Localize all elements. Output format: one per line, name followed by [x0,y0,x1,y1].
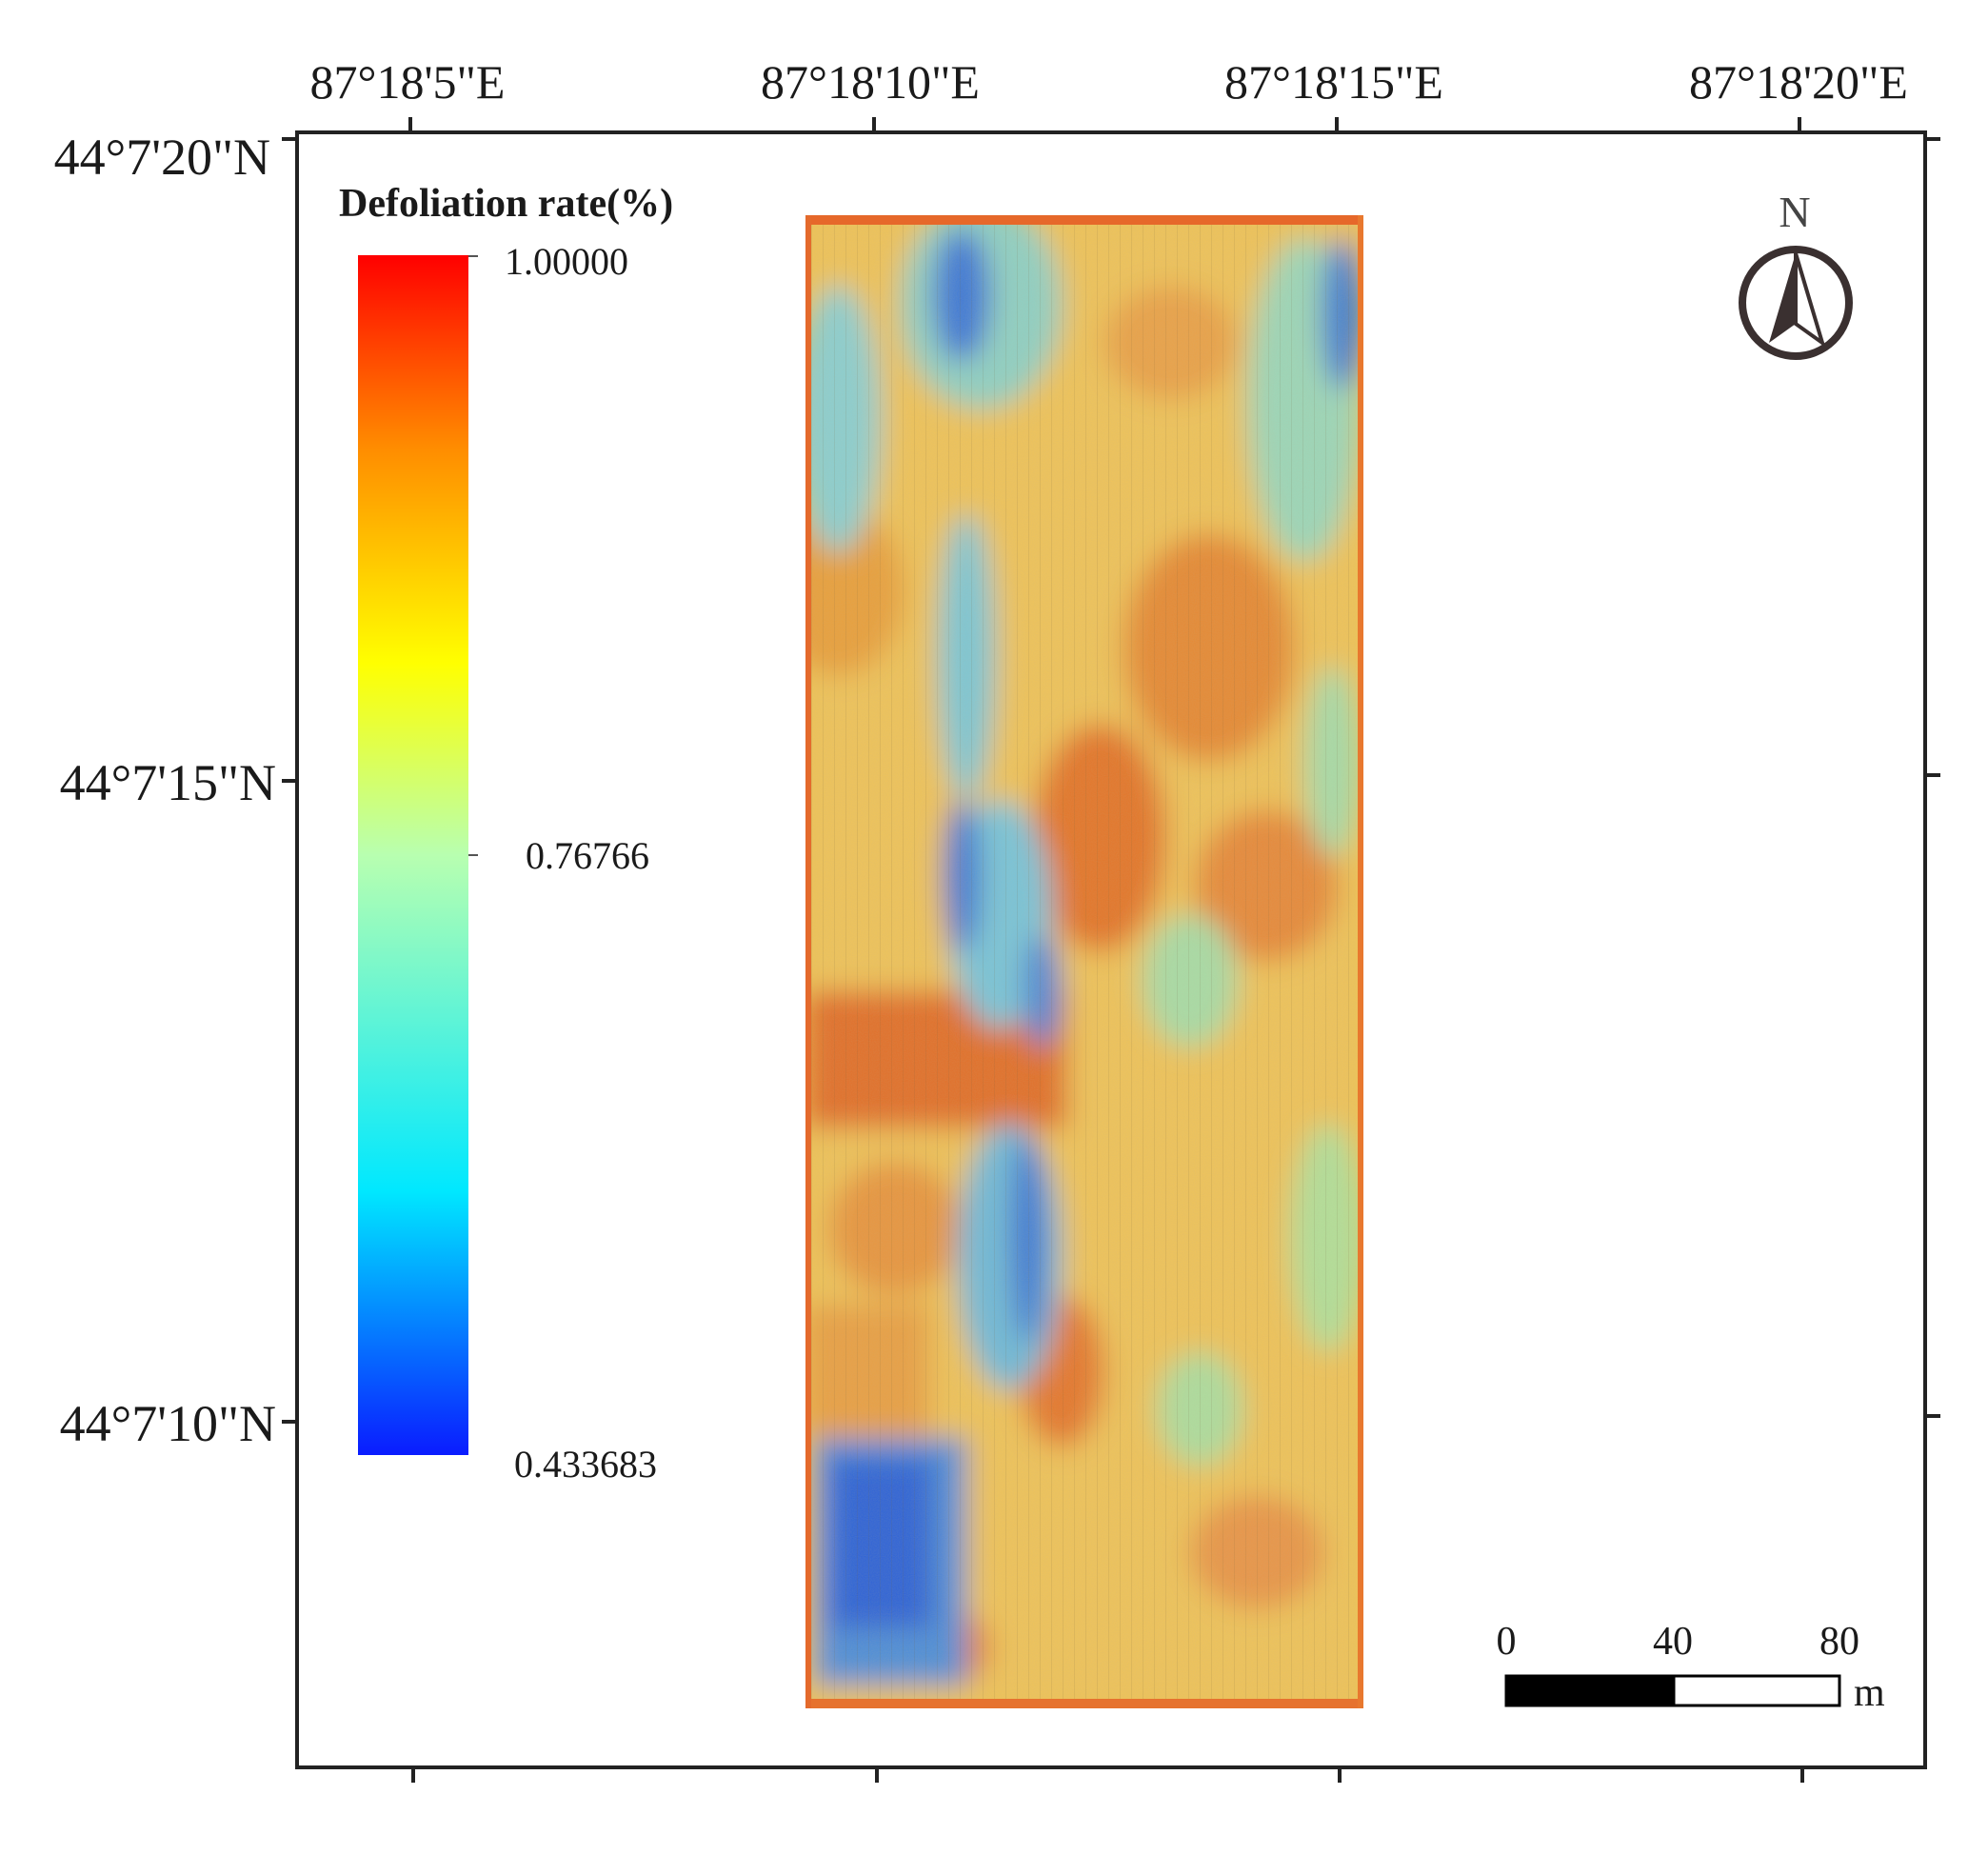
lat-label-1: 44°7'20"N [54,129,270,186]
right-ticks [1925,137,1940,1418]
legend-min-label: 0.433683 [514,1443,657,1486]
north-label: N [1779,188,1810,236]
north-arrow-icon: N [1739,188,1853,360]
lon-label-2: 87°18'10"E [761,55,980,109]
scale-bar: 0 40 80 m [1497,1620,1886,1715]
bottom-ticks [411,1767,1804,1783]
scale-label-80: 80 [1819,1620,1859,1664]
lon-label-1: 87°18'5"E [310,55,506,109]
legend-title: Defoliation rate(%) [339,182,673,226]
legend-mid-label: 0.76766 [526,834,649,877]
legend-max-label: 1.00000 [505,240,628,283]
lon-label-4: 87°18'20"E [1689,55,1908,109]
defoliation-raster [805,215,1363,1708]
legend-color-ramp [358,255,468,1455]
scale-label-40: 40 [1653,1620,1693,1664]
top-ticks [408,117,1801,132]
lon-label-3: 87°18'15"E [1224,55,1443,109]
scale-label-0: 0 [1497,1620,1517,1664]
lat-label-2: 44°7'15"N [60,754,276,811]
scale-unit: m [1854,1671,1885,1715]
lat-label-3: 44°7'10"N [60,1395,276,1452]
left-ticks [282,137,297,1424]
